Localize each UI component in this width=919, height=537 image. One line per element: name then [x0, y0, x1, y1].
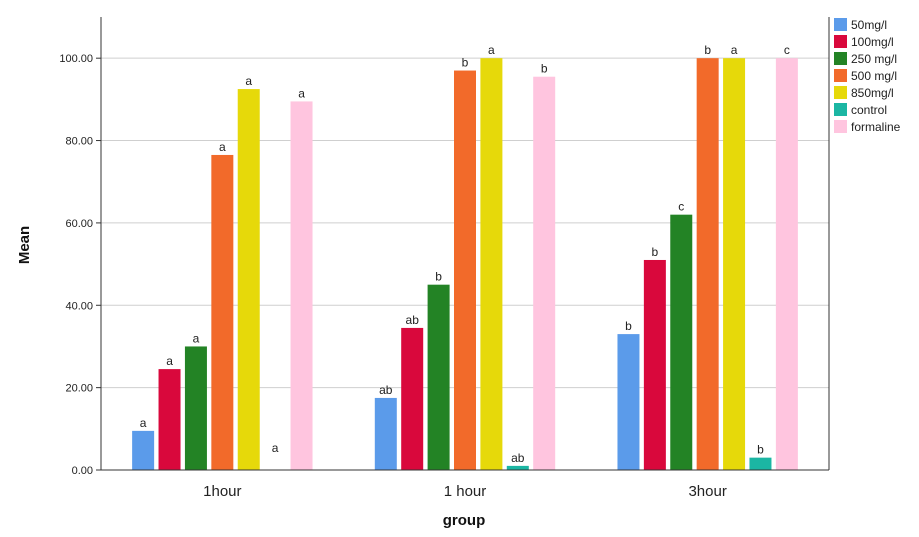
bar-value-label: a — [140, 416, 147, 430]
x-axis-title: group — [443, 512, 486, 529]
legend-label: 250 mg/l — [851, 52, 897, 66]
bar-value-label: b — [757, 443, 764, 457]
legend-label: 500 mg/l — [851, 69, 897, 83]
bar — [749, 457, 772, 470]
legend-label: 100mg/l — [851, 35, 894, 49]
bar — [374, 397, 397, 470]
bar-value-label: b — [625, 319, 632, 333]
bar — [670, 214, 693, 470]
y-tick-labels: 0.00 20.00 40.00 60.00 80.00 100.00 — [59, 53, 93, 477]
bar-value-label: ab — [379, 383, 393, 397]
bar — [723, 58, 746, 470]
bar — [290, 101, 313, 470]
bar-value-label: a — [298, 86, 305, 100]
legend-swatch — [834, 69, 847, 82]
legend-swatch — [834, 120, 847, 133]
y-tick-label: 100.00 — [59, 53, 93, 65]
x-category-labels: 1hour 1 hour 3hour — [203, 483, 727, 500]
bar-value-label: a — [272, 441, 279, 455]
bar — [211, 154, 234, 470]
bar — [132, 430, 155, 470]
bar-value-label: b — [435, 270, 442, 284]
bar — [158, 369, 181, 470]
bar-value-label: a — [193, 331, 200, 345]
bar-value-label: c — [784, 43, 790, 57]
x-category-label: 3hour — [688, 483, 726, 500]
bar — [617, 334, 640, 470]
bar — [480, 58, 503, 470]
x-category-label: 1hour — [203, 483, 241, 500]
legend-swatch — [834, 18, 847, 31]
bar-value-label: b — [652, 245, 659, 259]
legend-label: formaline — [851, 120, 901, 134]
bar — [696, 58, 719, 470]
bar — [506, 465, 529, 470]
y-tick-label: 0.00 — [72, 465, 93, 477]
bar-value-label: ab — [406, 313, 420, 327]
axes — [96, 17, 830, 471]
bar-value-label: a — [488, 43, 495, 57]
bar — [454, 70, 476, 470]
bar — [184, 346, 207, 470]
bar — [427, 284, 450, 470]
bar — [643, 259, 666, 470]
bar-value-label: ab — [511, 451, 525, 465]
bar-value-label: b — [462, 56, 469, 70]
legend-swatch — [834, 35, 847, 48]
legend-label: 850mg/l — [851, 86, 894, 100]
bar — [775, 58, 798, 470]
y-tick-label: 20.00 — [65, 383, 93, 395]
y-tick-label: 40.00 — [65, 300, 93, 312]
legend-swatch — [834, 103, 847, 116]
legend-label: 50mg/l — [851, 18, 887, 32]
y-tick-label: 60.00 — [65, 218, 93, 230]
bar-value-label: a — [166, 354, 173, 368]
bars — [132, 58, 798, 471]
bar-value-label: b — [704, 43, 711, 57]
x-category-label: 1 hour — [444, 483, 487, 500]
legend-swatch — [834, 86, 847, 99]
legend-swatch — [834, 52, 847, 65]
y-tick-label: 80.00 — [65, 136, 93, 148]
bar — [237, 89, 260, 471]
bar-value-label: a — [731, 43, 738, 57]
legend: 50mg/l 100mg/l 250 mg/l 500 mg/l 850mg/l cont… — [834, 18, 901, 134]
bar — [533, 76, 556, 471]
bar — [401, 327, 424, 470]
bar-value-label: c — [678, 200, 684, 214]
bar-value-label: a — [245, 74, 252, 88]
bar-value-label: b — [541, 62, 548, 76]
bar-value-label: a — [219, 140, 226, 154]
y-axis-title: Mean — [16, 226, 33, 264]
legend-label: control — [851, 103, 887, 117]
